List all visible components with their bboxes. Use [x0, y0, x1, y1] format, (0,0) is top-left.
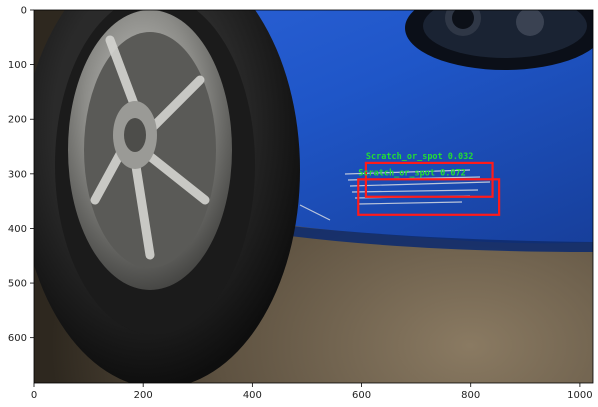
- y-tick-label: 500: [8, 279, 27, 290]
- y-tick-label: 200: [8, 115, 27, 126]
- plot-frame: [33, 9, 594, 384]
- photo-image: [34, 10, 593, 383]
- detection-label: Scratch_or_spot 0.072: [358, 168, 465, 178]
- y-tick-label: 300: [8, 169, 27, 180]
- x-tick-label: 800: [461, 390, 480, 401]
- x-tick-label: 0: [31, 390, 37, 401]
- y-tick-label: 100: [8, 60, 27, 71]
- detection-label: Scratch_or_spot 0.032: [366, 152, 473, 162]
- y-axis: 0 100 200 300 400 500 600: [8, 6, 34, 344]
- x-tick-label: 600: [352, 390, 371, 401]
- y-tick-label: 0: [21, 6, 27, 17]
- y-tick-label: 600: [8, 333, 27, 344]
- detections-layer: Scratch_or_spot 0.032 Scratch_or_spot 0.0…: [357, 152, 501, 216]
- x-tick-label: 400: [243, 390, 262, 401]
- x-axis: 0 200 400 600 800 1000: [31, 383, 593, 401]
- detection-box: [357, 178, 501, 216]
- y-tick-label: 400: [8, 224, 27, 235]
- x-tick-label: 200: [134, 390, 153, 401]
- x-tick-label: 1000: [567, 390, 592, 401]
